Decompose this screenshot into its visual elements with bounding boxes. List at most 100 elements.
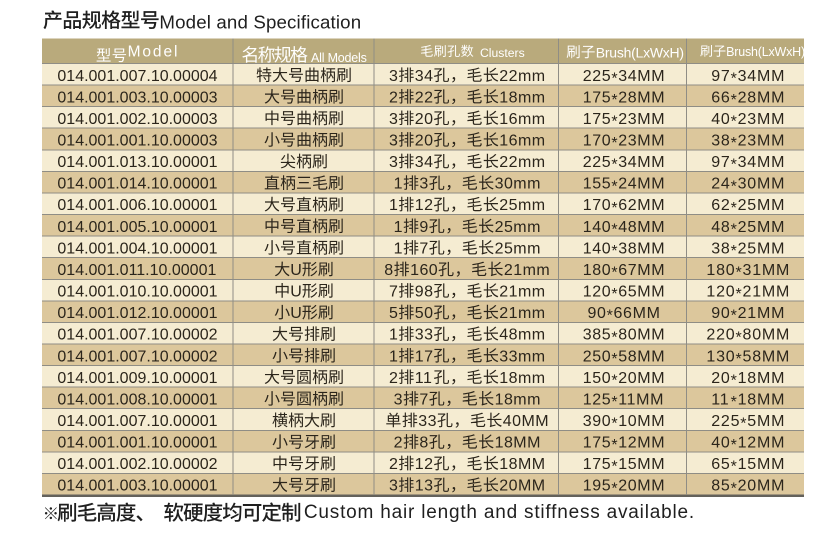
svg-text:25mm: 25mm — [495, 219, 541, 236]
svg-text:18mm: 18mm — [499, 370, 545, 387]
svg-text:21MM: 21MM — [738, 305, 786, 322]
svg-text:U: U — [290, 305, 302, 322]
svg-text:*: * — [611, 437, 618, 454]
svg-text:014.001.002.10.00003: 014.001.002.10.00003 — [57, 111, 217, 128]
svg-text:18MM: 18MM — [499, 456, 545, 473]
svg-text:25MM: 25MM — [738, 240, 786, 257]
svg-text:34MM: 34MM — [618, 68, 665, 85]
svg-text:175: 175 — [583, 111, 612, 128]
svg-text:225: 225 — [711, 413, 740, 430]
svg-text:160: 160 — [410, 262, 438, 279]
svg-text:155: 155 — [583, 176, 612, 193]
svg-text:18MM: 18MM — [738, 370, 786, 387]
svg-text:*: * — [731, 459, 738, 476]
svg-text:18mm: 18mm — [499, 89, 545, 106]
svg-text:014.001.003.10.00003: 014.001.003.10.00003 — [57, 89, 217, 106]
svg-text:014.001.006.10.00001: 014.001.006.10.00001 — [57, 197, 217, 214]
svg-text:*: * — [611, 135, 618, 152]
svg-text:33: 33 — [418, 413, 437, 430]
svg-text:21mm: 21mm — [504, 262, 550, 279]
svg-text:34MM: 34MM — [618, 154, 665, 171]
svg-text:20MM: 20MM — [618, 370, 665, 387]
svg-text:175: 175 — [583, 456, 612, 473]
svg-text:34MM: 34MM — [738, 154, 786, 171]
svg-text:20MM: 20MM — [738, 478, 786, 495]
svg-text:1: 1 — [389, 327, 398, 344]
svg-text:150: 150 — [583, 370, 612, 387]
svg-text:38: 38 — [711, 240, 730, 257]
svg-text:30mm: 30mm — [495, 176, 541, 193]
svg-text:Custom hair length and stiffne: Custom hair length and stiffness availab… — [304, 502, 695, 523]
svg-text:23MM: 23MM — [738, 111, 786, 128]
svg-text:2: 2 — [389, 370, 398, 387]
svg-text:Brush(LxWxH): Brush(LxWxH) — [726, 45, 805, 59]
svg-text:*: * — [731, 200, 738, 217]
svg-text:140: 140 — [583, 219, 612, 236]
svg-text:23MM: 23MM — [618, 133, 665, 150]
svg-text:20MM: 20MM — [499, 478, 545, 495]
svg-text:*: * — [731, 394, 738, 411]
svg-text:195: 195 — [583, 478, 612, 495]
svg-text:12: 12 — [415, 456, 434, 473]
svg-text:21mm: 21mm — [499, 284, 545, 301]
svg-text:*: * — [731, 221, 738, 238]
svg-text:1: 1 — [389, 348, 398, 365]
svg-text:*: * — [731, 70, 738, 87]
svg-text:*: * — [731, 437, 738, 454]
svg-text:5: 5 — [389, 305, 398, 322]
svg-text:1: 1 — [394, 240, 403, 257]
svg-text:140: 140 — [583, 240, 612, 257]
svg-text:*: * — [611, 372, 618, 389]
svg-text:130: 130 — [706, 348, 735, 365]
svg-text:*: * — [736, 265, 743, 282]
svg-text:2: 2 — [389, 456, 398, 473]
svg-text:66: 66 — [711, 89, 730, 106]
svg-text:23MM: 23MM — [738, 133, 786, 150]
svg-text:16mm: 16mm — [499, 111, 545, 128]
svg-text:13: 13 — [415, 478, 434, 495]
svg-text:20MM: 20MM — [618, 478, 665, 495]
svg-text:18MM: 18MM — [738, 391, 786, 408]
svg-text:014.001.007.10.00001: 014.001.007.10.00001 — [57, 413, 217, 430]
svg-text:22mm: 22mm — [499, 154, 545, 171]
svg-text:16mm: 16mm — [499, 133, 545, 150]
svg-text:225: 225 — [583, 68, 612, 85]
svg-text:*: * — [736, 286, 743, 303]
svg-text:170: 170 — [583, 197, 612, 214]
svg-text:50: 50 — [415, 305, 434, 322]
svg-text:62MM: 62MM — [618, 197, 665, 214]
svg-text:9: 9 — [419, 219, 428, 236]
svg-text:17: 17 — [415, 348, 434, 365]
svg-text:24MM: 24MM — [618, 176, 665, 193]
svg-text:Brush(LxWxH): Brush(LxWxH) — [596, 45, 684, 61]
svg-text:11: 11 — [415, 370, 433, 387]
svg-text:175: 175 — [583, 435, 612, 452]
svg-text:225: 225 — [583, 154, 612, 171]
svg-text:220: 220 — [706, 327, 735, 344]
svg-text:8: 8 — [384, 262, 393, 279]
svg-text:*: * — [731, 135, 738, 152]
svg-text:3: 3 — [389, 154, 398, 171]
svg-text:120: 120 — [706, 284, 735, 301]
svg-text:25mm: 25mm — [495, 240, 541, 257]
svg-text:014.001.007.10.00004: 014.001.007.10.00004 — [57, 68, 217, 85]
svg-text:31MM: 31MM — [743, 262, 791, 279]
svg-text:40: 40 — [711, 111, 730, 128]
svg-text:23MM: 23MM — [618, 111, 665, 128]
svg-text:24: 24 — [711, 176, 730, 193]
svg-text:*: * — [611, 480, 618, 497]
svg-text:80MM: 80MM — [618, 327, 665, 344]
svg-text:014.001.007.10.00002: 014.001.007.10.00002 — [57, 327, 217, 344]
svg-text:014.001.012.10.00001: 014.001.012.10.00001 — [57, 305, 217, 322]
svg-text:*: * — [740, 416, 747, 433]
svg-text:3: 3 — [389, 133, 398, 150]
svg-text:18mm: 18mm — [495, 391, 541, 408]
svg-text:22mm: 22mm — [499, 68, 545, 85]
svg-text:*: * — [731, 92, 738, 109]
svg-text:65: 65 — [711, 456, 730, 473]
svg-text:65MM: 65MM — [618, 284, 665, 301]
svg-text:3: 3 — [394, 391, 403, 408]
svg-text:1: 1 — [389, 197, 398, 214]
svg-text:*: * — [731, 157, 738, 174]
svg-text:390: 390 — [583, 413, 612, 430]
